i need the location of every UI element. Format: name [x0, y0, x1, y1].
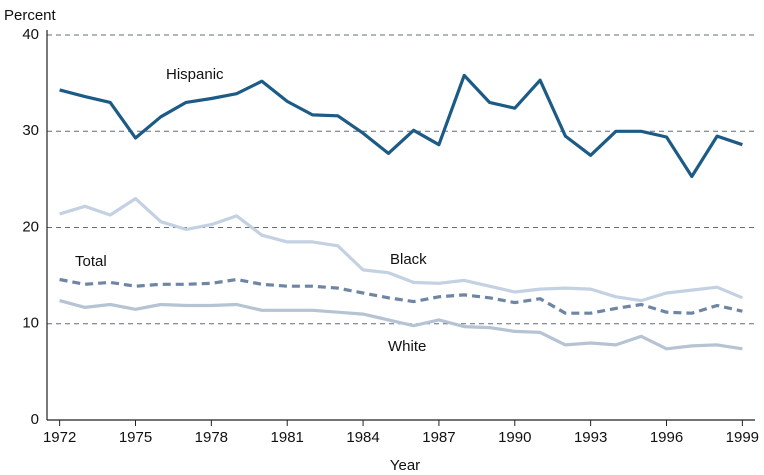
y-tick-label: 10 — [22, 315, 39, 332]
x-tick-label: 1993 — [574, 429, 607, 446]
x-tick-label: 1984 — [346, 429, 379, 446]
series-label: Black — [390, 251, 427, 268]
x-tick-label: 1975 — [119, 429, 152, 446]
series-line — [59, 277, 743, 315]
y-tick-label: 20 — [22, 218, 39, 235]
x-tick-label: 1978 — [195, 429, 228, 446]
x-tick-label: 1972 — [43, 429, 76, 446]
x-tick-label: 1990 — [498, 429, 531, 446]
series-line — [59, 73, 743, 179]
series-label: White — [388, 338, 426, 355]
series-line — [59, 197, 744, 303]
y-tick-label: 40 — [22, 26, 39, 43]
y-tick-label: 0 — [31, 411, 39, 428]
x-tick-label: 1981 — [271, 429, 304, 446]
series-label: Total — [75, 253, 107, 270]
x-tick-label: 1996 — [650, 429, 683, 446]
y-axis-label: Percent — [4, 7, 57, 24]
y-tick-label: 30 — [22, 122, 39, 139]
x-tick-label: 1999 — [726, 429, 759, 446]
x-axis-label: Year — [390, 457, 420, 474]
series-label: Hispanic — [166, 66, 224, 83]
series-line — [59, 299, 743, 351]
x-tick-label: 1987 — [422, 429, 455, 446]
